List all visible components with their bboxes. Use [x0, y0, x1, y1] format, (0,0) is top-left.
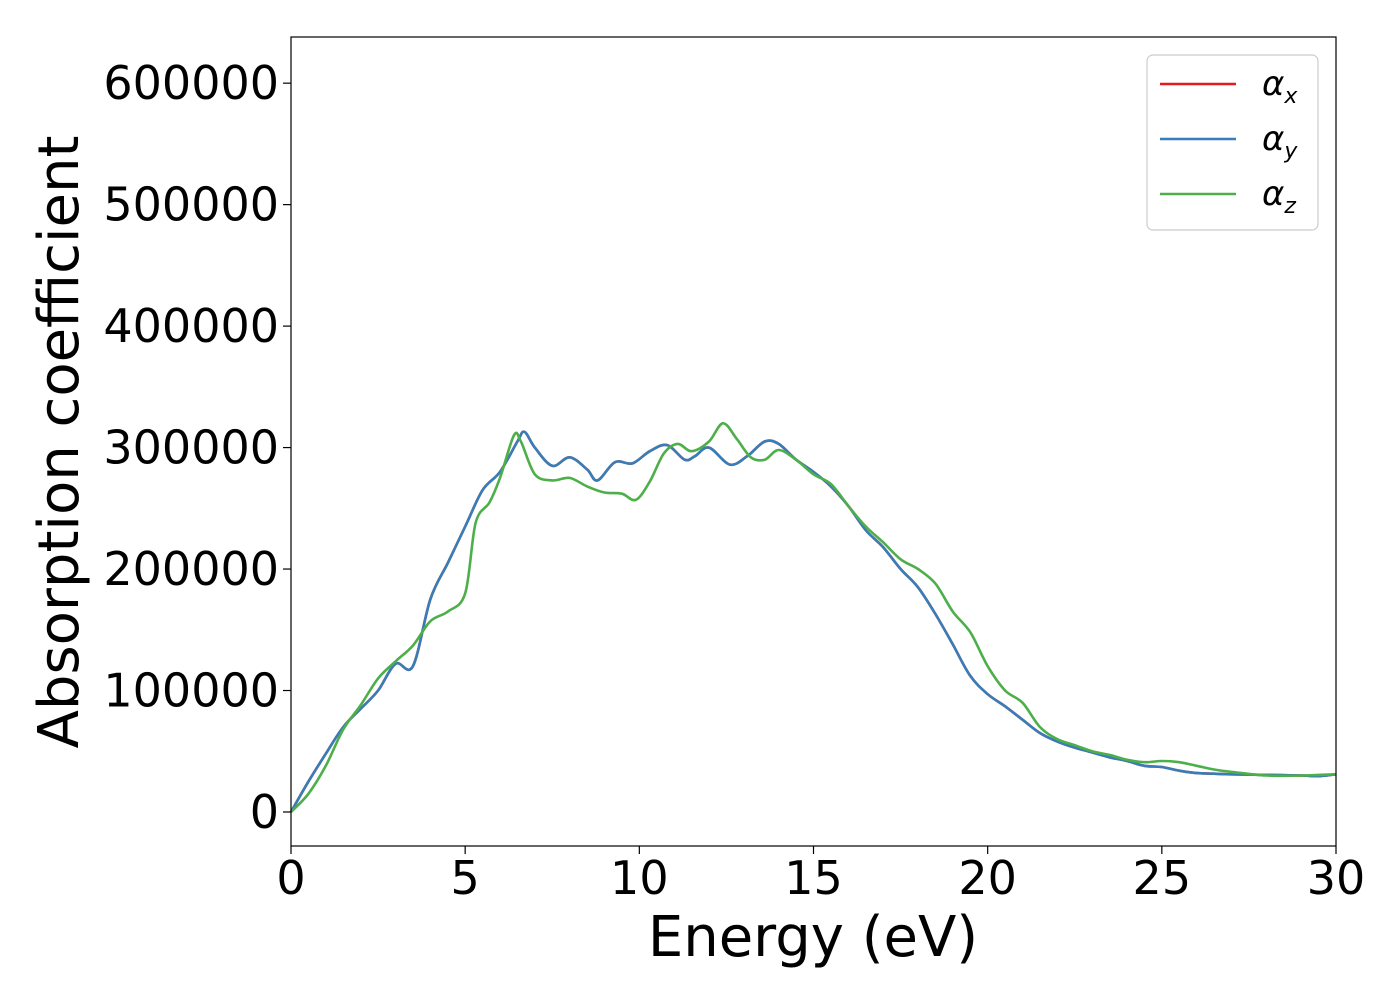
y-tick-label: 100000	[103, 664, 279, 718]
series-layer	[289, 422, 1337, 813]
y-tick-label: 0	[250, 785, 279, 839]
legend: αx αy αz	[1146, 54, 1319, 231]
y-axis-ticks: 0 100000 200000 300000 400000 500000 600000	[103, 56, 291, 839]
y-axis-label: Absorption coefficient	[27, 136, 92, 749]
legend-label-x: αx	[1262, 64, 1298, 109]
y-tick-label: 200000	[103, 542, 279, 596]
y-tick-label: 600000	[103, 56, 279, 110]
x-axis-label: Energy (eV)	[648, 905, 978, 970]
legend-box	[1146, 54, 1319, 231]
y-tick-label: 500000	[103, 178, 279, 232]
y-tick-label: 400000	[103, 299, 279, 353]
x-tick-label: 0	[276, 851, 305, 905]
x-tick-label: 30	[1307, 851, 1366, 905]
legend-label-y: αy	[1262, 119, 1298, 164]
x-tick-label: 20	[958, 851, 1017, 905]
y-tick-label: 300000	[103, 421, 279, 475]
x-tick-label: 25	[1133, 851, 1192, 905]
series-line-z	[290, 422, 1337, 813]
x-tick-label: 15	[784, 851, 843, 905]
x-axis-ticks: 0 5 10 15 20 25 30	[276, 846, 1365, 905]
legend-label-z: αz	[1262, 174, 1296, 219]
x-tick-label: 5	[451, 851, 480, 905]
x-tick-label: 10	[610, 851, 669, 905]
